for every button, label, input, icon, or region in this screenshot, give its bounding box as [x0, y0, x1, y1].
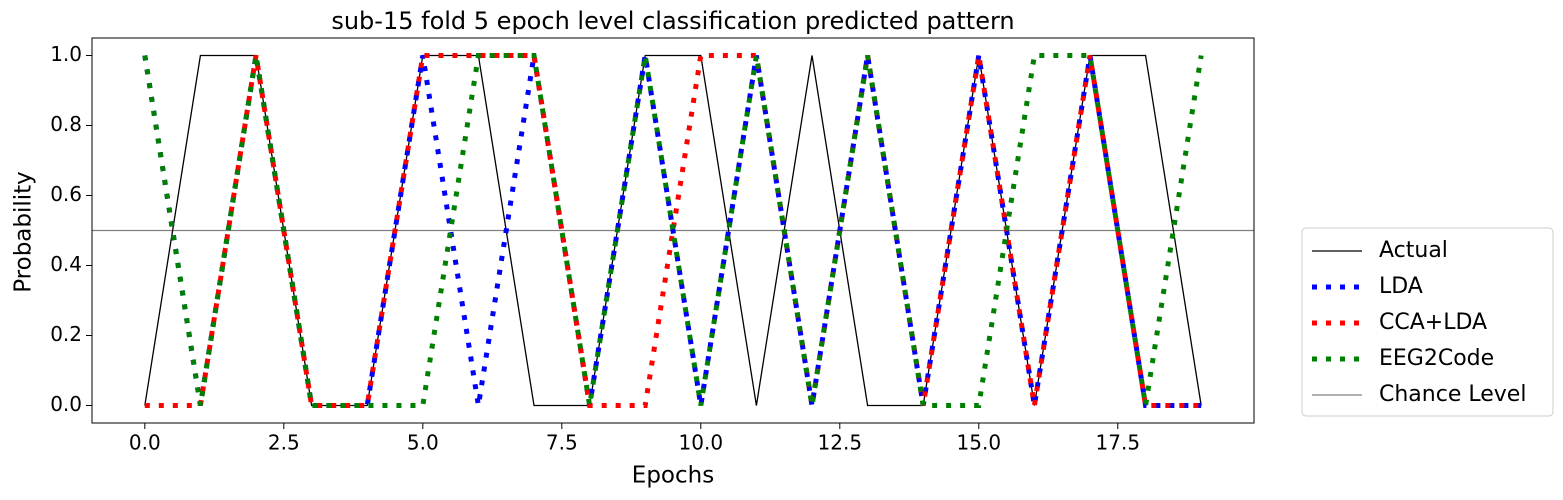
y-tick-label: 0.8 [50, 112, 82, 136]
y-tick-label: 0.0 [50, 392, 82, 416]
x-tick-label: 10.0 [679, 431, 724, 455]
series-line [144, 53, 1202, 408]
x-tick-label: 12.5 [818, 431, 863, 455]
legend-label: Chance Level [1379, 382, 1526, 407]
y-tick-label: 1.0 [50, 42, 82, 66]
x-tick-label: 7.5 [546, 431, 578, 455]
x-axis-label: Epochs [632, 463, 714, 489]
chart-title: sub-15 fold 5 epoch level classification… [331, 7, 1014, 35]
legend-label: CCA+LDA [1379, 310, 1487, 335]
plot-frame [91, 37, 1255, 424]
series-line [142, 55, 1202, 408]
y-tick-label: 0.4 [50, 252, 82, 276]
y-axis-label: Probability [11, 171, 37, 293]
x-tick-label: 0.0 [129, 431, 161, 455]
x-tick-label: 5.0 [407, 431, 439, 455]
x-tick-label: 2.5 [268, 431, 300, 455]
x-tick-label: 15.0 [957, 431, 1002, 455]
y-tick-label: 0.6 [50, 182, 82, 206]
y-tick-label: 0.2 [50, 322, 82, 346]
legend-box [1301, 227, 1554, 417]
x-tick-label: 17.5 [1096, 431, 1141, 455]
legend-label: LDA [1379, 274, 1423, 299]
legend-label: EEG2Code [1379, 346, 1494, 371]
legend-label: Actual [1379, 238, 1448, 263]
